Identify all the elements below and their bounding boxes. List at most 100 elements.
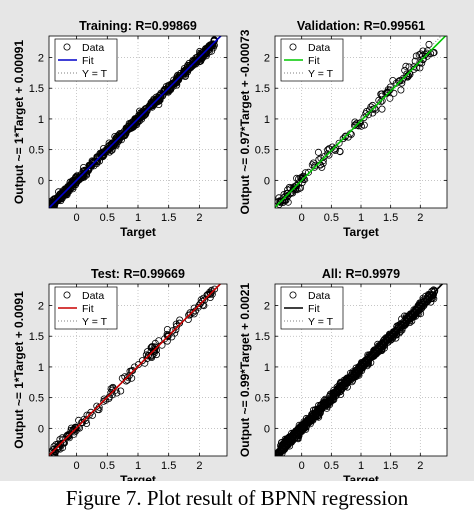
- x-tick-label: 2: [196, 212, 202, 224]
- data-point: [71, 178, 79, 186]
- data-point: [346, 369, 354, 377]
- data-point: [138, 111, 146, 119]
- y-axis-label: Output ~= 0.97*Target + -0.00073: [238, 29, 252, 214]
- data-point: [193, 58, 201, 66]
- data-point: [336, 148, 344, 156]
- data-point: [351, 121, 359, 129]
- x-tick-label: 1: [135, 460, 141, 472]
- data-point: [391, 329, 399, 337]
- data-point: [410, 65, 418, 73]
- data-point: [116, 132, 124, 140]
- data-point: [188, 60, 196, 68]
- legend-label: Y = T: [82, 68, 108, 80]
- data-point: [283, 189, 291, 197]
- data-point: [384, 88, 392, 96]
- x-tick-label: 0: [299, 460, 305, 472]
- data-point: [398, 76, 406, 84]
- x-tick-label: 1: [358, 460, 364, 472]
- data-point: [278, 439, 286, 447]
- data-points: [275, 40, 438, 208]
- data-point: [198, 297, 206, 305]
- x-tick-label: 1.5: [383, 212, 398, 224]
- x-tick-label: 0.5: [100, 212, 115, 224]
- data-point: [419, 55, 427, 63]
- data-point: [123, 127, 131, 135]
- data-point: [397, 86, 405, 94]
- data-point: [383, 335, 391, 343]
- legend-label: Fit: [82, 55, 94, 67]
- plot-data: [275, 284, 444, 456]
- legend-label: Fit: [308, 303, 320, 315]
- data-point: [82, 168, 90, 176]
- data-point: [125, 122, 133, 130]
- data-point: [407, 311, 415, 319]
- data-point: [311, 162, 319, 170]
- data-point: [431, 286, 439, 294]
- data-point: [175, 74, 183, 82]
- legend-label: Y = T: [82, 316, 108, 328]
- data-point: [100, 144, 108, 152]
- data-point: [147, 344, 155, 352]
- data-point: [138, 357, 146, 365]
- y-axis-label: Output ~= 0.99*Target + 0.0021: [238, 283, 252, 458]
- data-point: [372, 350, 380, 358]
- data-point: [298, 174, 306, 182]
- x-tick-label: 1.5: [161, 460, 176, 472]
- data-point: [83, 419, 91, 427]
- regression-plots: 0 0.5 1 1.5 2 0 0.5 1 1.5 2 Training: R=0.99869 Tar…: [12, 19, 448, 481]
- x-tick-label: 1.5: [383, 460, 398, 472]
- data-point: [397, 323, 405, 331]
- y-tick-label: 2: [38, 53, 44, 65]
- data-point: [379, 341, 387, 349]
- y-tick-label: 1.5: [29, 331, 44, 343]
- data-point: [428, 291, 436, 299]
- data-point: [172, 326, 180, 334]
- x-tick-label: 2: [196, 460, 202, 472]
- data-point: [277, 447, 285, 455]
- data-point: [371, 347, 379, 355]
- data-point: [140, 108, 148, 116]
- y-tick-label: 2: [38, 301, 44, 313]
- data-point: [291, 431, 299, 439]
- data-point: [196, 300, 204, 308]
- legend-label: Data: [82, 42, 104, 54]
- data-point: [51, 197, 59, 205]
- data-point: [335, 139, 343, 147]
- legend-label: Fit: [82, 303, 94, 315]
- data-point: [341, 132, 349, 140]
- data-point: [341, 380, 349, 388]
- data-point: [95, 406, 103, 414]
- data-point: [278, 444, 286, 452]
- y-tick-label: 0.5: [29, 393, 44, 405]
- data-point: [208, 40, 216, 48]
- data-point: [59, 191, 67, 199]
- x-tick-label: 0.5: [100, 460, 115, 472]
- data-point: [63, 187, 71, 195]
- y-tick-label: 1.5: [29, 83, 44, 95]
- legend-marker-data: [289, 43, 297, 51]
- data-point: [332, 389, 340, 397]
- data-point: [352, 364, 360, 372]
- legend-marker-data: [289, 291, 297, 299]
- x-axis-label: Target: [120, 225, 156, 239]
- x-tick-label: 0.5: [324, 460, 339, 472]
- y-tick-label: 0.5: [29, 145, 44, 157]
- data-point: [152, 343, 160, 351]
- data-point: [414, 305, 422, 313]
- data-point: [416, 59, 424, 67]
- fit-line: [275, 36, 447, 208]
- data-point: [339, 135, 347, 143]
- data-point: [163, 86, 171, 94]
- data-point: [189, 62, 197, 70]
- data-point: [51, 199, 59, 207]
- y-tick-label: 2: [264, 301, 270, 313]
- x-tick-label: 1: [358, 212, 364, 224]
- plot-title: Validation: R=0.99561: [297, 19, 425, 33]
- data-point: [286, 190, 294, 198]
- y-tick-label: 1: [264, 114, 270, 126]
- data-point: [53, 444, 61, 452]
- data-point: [304, 168, 312, 176]
- data-point: [180, 68, 188, 76]
